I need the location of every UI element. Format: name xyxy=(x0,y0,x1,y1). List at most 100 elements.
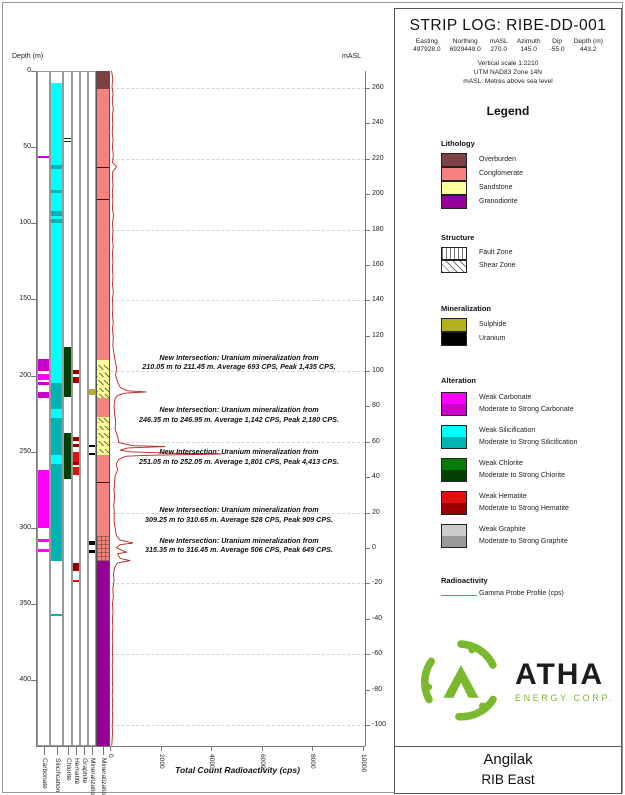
lith-overlay-shear xyxy=(97,380,109,385)
track-segment xyxy=(73,580,79,582)
depth-tick xyxy=(31,604,36,606)
track-segment xyxy=(73,369,79,375)
annotation-line-2: 246.35 m to 246.95 m. Average 1,142 CPS,… xyxy=(139,414,339,424)
depth-tick xyxy=(31,71,36,72)
track-chlorite xyxy=(63,71,72,746)
track-segment xyxy=(89,445,95,448)
track-segment xyxy=(89,550,95,554)
collar-field-label: Depth (m) xyxy=(573,38,603,45)
lithology-column xyxy=(96,71,110,746)
masl-tick-label: 140 xyxy=(372,296,384,304)
alteration-weak-label: Weak Chlorite xyxy=(479,460,523,467)
masl-tick-label: -20 xyxy=(372,579,383,587)
track-segment xyxy=(51,165,62,170)
intersection-annotation: New Intersection: Uranium mineralization… xyxy=(120,536,358,555)
alteration-weak-label: Weak Graphite xyxy=(479,526,526,533)
track-name-label: Hematite xyxy=(73,758,80,785)
track-segment xyxy=(38,470,49,528)
depth-tick xyxy=(31,451,36,453)
legend-title: Legend xyxy=(486,104,530,118)
alteration-strong-swatch xyxy=(442,536,466,547)
track-mineralization xyxy=(88,71,96,746)
depth-tick xyxy=(31,147,36,149)
masl-tick xyxy=(365,654,370,656)
atha-swirl-icon xyxy=(421,640,497,721)
masl-tick xyxy=(365,689,370,691)
lith-contact xyxy=(97,198,109,200)
track-name-label: Graphite xyxy=(81,758,88,784)
lith-unit-overburden xyxy=(97,71,109,90)
alteration-strong-swatch xyxy=(442,470,466,481)
masl-tick xyxy=(365,88,370,89)
legend-alteration-pair xyxy=(441,425,467,449)
masl-tick-label: 40 xyxy=(372,473,380,481)
legend-pattern-label: Shear Zone xyxy=(479,262,516,269)
track-segment xyxy=(38,382,49,386)
track-hematite xyxy=(72,71,80,746)
company-logo: ATHA ENERGY CORP. xyxy=(419,639,614,723)
cps-tick xyxy=(160,746,162,751)
alteration-weak-label: Weak Carbonate xyxy=(479,394,532,401)
intersection-annotation: New Intersection: Uranium mineralization… xyxy=(120,405,358,424)
track-segment xyxy=(38,539,49,543)
track-name-label: Chlorite xyxy=(64,758,72,781)
cps-tick xyxy=(261,746,263,751)
legend-pattern-swatch xyxy=(441,260,467,273)
legend-section-title: Radioactivity xyxy=(441,576,488,585)
depth-tick xyxy=(31,223,36,225)
track-segment xyxy=(89,388,95,396)
track-segment xyxy=(38,155,49,158)
alteration-weak-swatch xyxy=(442,393,466,404)
depth-tick-label: 300 xyxy=(19,523,31,531)
lith-overlay-shear xyxy=(97,448,109,454)
annotation-line-2: 210.05 m to 211.45 m. Average 693 CPS, P… xyxy=(142,362,336,372)
track-bottom-tick xyxy=(76,746,77,755)
collar-field-value: 145.0 xyxy=(520,46,537,53)
track-segment xyxy=(51,613,62,617)
track-segment xyxy=(73,562,79,571)
track-segment xyxy=(51,218,62,223)
depth-tick-label: 200 xyxy=(19,371,31,379)
collar-field: mASL 270.0 xyxy=(490,38,508,53)
depth-tick xyxy=(31,527,36,529)
lith-overlay-shear xyxy=(97,364,109,370)
depth-tick-label: 400 xyxy=(19,676,31,684)
annotation-line-1: New Intersection: Uranium mineralization… xyxy=(159,352,319,362)
page-title: STRIP LOG: RIBE-DD-001 xyxy=(409,17,607,34)
alteration-weak-label: Weak Silicification xyxy=(479,427,536,434)
masl-tick xyxy=(365,229,370,231)
masl-tick xyxy=(365,371,370,373)
lith-contact xyxy=(97,166,109,168)
depth-tick-label: 0 xyxy=(27,67,31,74)
collar-field-label: Dip xyxy=(552,38,563,45)
lith-bottom-tick xyxy=(103,746,104,755)
track-bottom-tick xyxy=(43,746,45,755)
legend-alteration-pair xyxy=(441,491,467,515)
track-segment xyxy=(89,452,95,456)
track-segment xyxy=(51,222,62,384)
legend-alteration-pair xyxy=(441,458,467,482)
cps-axis-title: Total Count Radioactivity (cps) xyxy=(175,765,300,775)
track-segment xyxy=(51,83,62,166)
legend-swatch-label: Sulphide xyxy=(479,321,507,328)
cps-axis xyxy=(36,746,365,747)
alteration-strong-swatch xyxy=(442,503,466,514)
track-name-label: Mineralization xyxy=(89,758,96,795)
depth-tick xyxy=(31,299,36,301)
track-segment xyxy=(73,451,79,463)
track-segment xyxy=(51,169,62,190)
intersection-annotation: New Intersection: Uranium mineralization… xyxy=(120,505,358,524)
alteration-strong-label: Moderate to Strong Graphite xyxy=(479,538,568,545)
masl-tick-label: -40 xyxy=(372,614,383,622)
track-segment xyxy=(73,377,79,384)
legend-swatch-label: Conglomerate xyxy=(479,170,523,177)
track-segment xyxy=(64,138,71,140)
collar-field-label: Northing xyxy=(452,38,478,45)
collar-field: Easting 497928.0 xyxy=(413,38,441,53)
track-segment xyxy=(64,346,71,397)
annotation-line-2: 315.35 m to 316.45 m. Average 506 CPS, P… xyxy=(145,545,333,555)
masl-tick-label: -60 xyxy=(372,650,383,658)
track-bottom-tick xyxy=(84,746,85,755)
alteration-strong-label: Moderate to Strong Chlorite xyxy=(479,472,565,479)
